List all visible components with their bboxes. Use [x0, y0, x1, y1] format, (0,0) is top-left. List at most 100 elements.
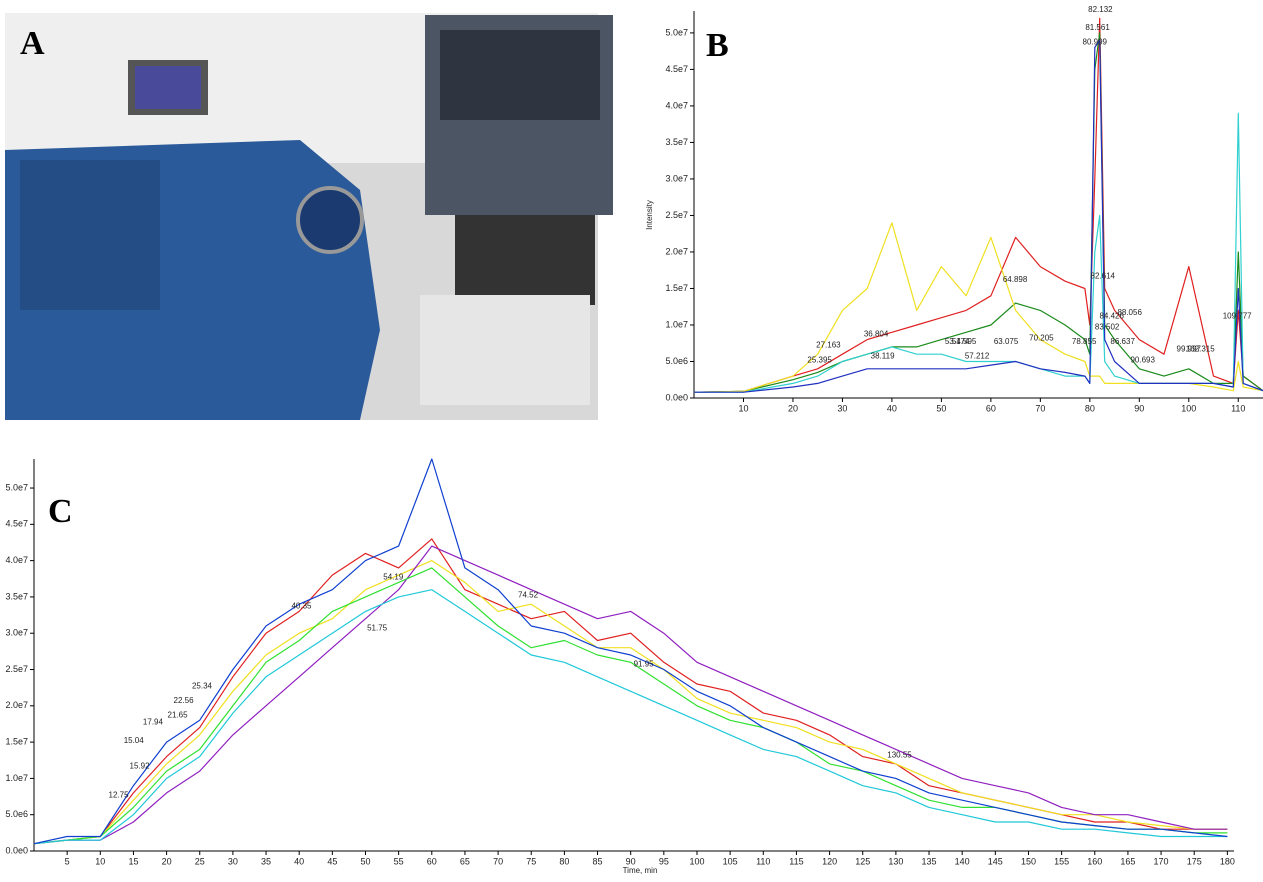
- x-tick-label: 65: [460, 856, 470, 866]
- peak-label: 99.997: [1177, 344, 1202, 353]
- peak-label: 80.999: [1083, 38, 1108, 47]
- x-tick-label: 60: [986, 403, 996, 413]
- y-tick-label: 1.5e7: [665, 283, 688, 293]
- x-tick-label: 30: [837, 403, 847, 413]
- peak-label: 84.426: [1099, 311, 1124, 320]
- y-tick-label: 4.5e7: [5, 519, 28, 529]
- peak-label: 81.561: [1085, 23, 1110, 32]
- peak-label: 51.75: [367, 623, 388, 632]
- autosampler-window: [440, 30, 600, 120]
- x-tick-label: 40: [887, 403, 897, 413]
- peak-label: 109.777: [1223, 311, 1252, 320]
- y-tick-label: 5.0e6: [5, 809, 28, 819]
- peak-label: 12.75: [109, 790, 130, 799]
- x-tick-label: 10: [95, 856, 105, 866]
- x-tick-label: 20: [162, 856, 172, 866]
- x-tick-label: 60: [427, 856, 437, 866]
- trace: [33, 545, 1228, 845]
- peak-label: 25.395: [807, 355, 832, 364]
- x-tick-label: 140: [955, 856, 970, 866]
- x-tick-label: 160: [1087, 856, 1102, 866]
- x-tick-label: 130: [888, 856, 903, 866]
- x-tick-label: 100: [689, 856, 704, 866]
- trace: [693, 32, 1263, 393]
- peak-label: 22.56: [174, 696, 195, 705]
- lc-module: [455, 215, 595, 305]
- x-tick-label: 100: [1181, 403, 1196, 413]
- peak-label: 88.056: [1117, 308, 1142, 317]
- y-tick-label: 3.0e7: [665, 173, 688, 183]
- peak-label: 91.95: [634, 660, 655, 669]
- y-tick-label: 1.0e7: [5, 773, 28, 783]
- y-tick-label: 2.5e7: [5, 664, 28, 674]
- trace: [694, 39, 1263, 393]
- trace: [33, 589, 1228, 845]
- x-tick-label: 110: [756, 856, 770, 866]
- peak-label: 90.693: [1130, 355, 1155, 364]
- x-tick-label: 15: [128, 856, 138, 866]
- x-tick-label: 55: [394, 856, 404, 866]
- x-tick-label: 35: [261, 856, 271, 866]
- y-tick-label: 4.0e7: [665, 100, 688, 110]
- peak-label: 38.119: [871, 352, 895, 361]
- x-tick-label: 135: [922, 856, 937, 866]
- x-tick-label: 95: [659, 856, 669, 866]
- x-tick-label: 155: [1054, 856, 1069, 866]
- y-tick-label: 2.0e7: [665, 246, 688, 256]
- y-tick-label: 1.0e7: [665, 319, 688, 329]
- vent-panel: [20, 160, 160, 310]
- y-tick-label: 3.5e7: [665, 137, 688, 147]
- peak-label: 17.94: [143, 718, 164, 727]
- x-tick-label: 180: [1220, 856, 1235, 866]
- y-tick-label: 4.5e7: [665, 64, 688, 74]
- peak-label: 54.595: [952, 337, 977, 346]
- peak-label: 63.075: [994, 337, 1019, 346]
- y-tick-label: 5.0e6: [665, 356, 688, 366]
- peak-label: 82.614: [1091, 271, 1116, 280]
- y-tick-label: 2.5e7: [665, 210, 688, 220]
- x-tick-label: 10: [738, 403, 748, 413]
- y-axis-label: Intensity: [645, 200, 654, 230]
- x-tick-label: 70: [493, 856, 503, 866]
- peak-label: 86.637: [1110, 337, 1135, 346]
- x-tick-label: 110: [1231, 403, 1245, 413]
- x-tick-label: 120: [822, 856, 837, 866]
- peak-label: 83.502: [1095, 322, 1120, 331]
- trace: [693, 222, 1263, 393]
- x-tick-label: 85: [593, 856, 603, 866]
- peak-label: 70.205: [1029, 333, 1054, 342]
- x-tick-label: 40: [294, 856, 304, 866]
- trace: [693, 17, 1263, 393]
- y-tick-label: 0.0e0: [665, 392, 688, 402]
- x-tick-label: 80: [1085, 403, 1095, 413]
- x-tick-label: 70: [1035, 403, 1045, 413]
- x-tick-label: 80: [559, 856, 569, 866]
- panel-label: A: [20, 25, 45, 62]
- y-tick-label: 2.0e7: [5, 700, 28, 710]
- x-tick-label: 115: [789, 856, 803, 866]
- panel-label: B: [706, 27, 729, 64]
- y-tick-label: 4.0e7: [5, 555, 28, 565]
- x-tick-label: 20: [788, 403, 798, 413]
- x-tick-label: 50: [936, 403, 946, 413]
- y-tick-label: 5.0e7: [5, 482, 28, 492]
- peak-label: 54.19: [383, 573, 404, 582]
- peak-label: 25.34: [192, 681, 213, 690]
- x-tick-label: 75: [526, 856, 536, 866]
- x-tick-label: 25: [195, 856, 205, 866]
- peak-label: 64.898: [1003, 275, 1028, 284]
- x-tick-label: 125: [855, 856, 870, 866]
- pump: [420, 295, 590, 405]
- monitor-screen: [135, 66, 201, 109]
- peak-label: 102.315: [1186, 344, 1215, 353]
- x-tick-label: 50: [360, 856, 370, 866]
- peak-label: 130.55: [887, 750, 912, 759]
- x-tick-label: 150: [1021, 856, 1036, 866]
- peak-label: 21.65: [168, 710, 189, 719]
- y-tick-label: 1.5e7: [5, 736, 28, 746]
- photo: [5, 13, 613, 420]
- y-tick-label: 3.0e7: [5, 628, 28, 638]
- x-tick-label: 170: [1154, 856, 1169, 866]
- panel-label: C: [48, 493, 73, 530]
